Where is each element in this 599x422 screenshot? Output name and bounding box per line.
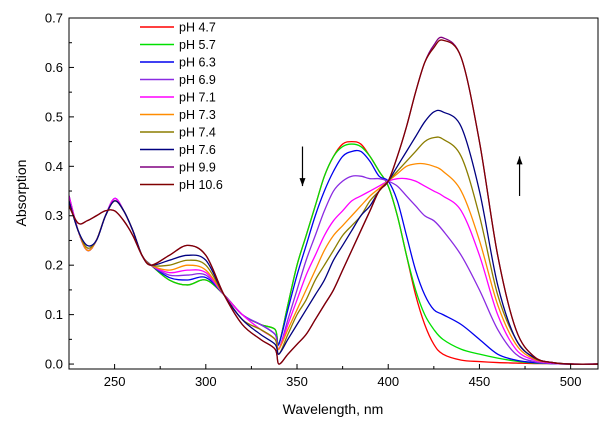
legend-label: pH 9.9	[179, 161, 216, 175]
y-tick-label: 0.6	[45, 60, 63, 75]
x-tick-label: 400	[377, 374, 399, 389]
x-tick-label: 450	[469, 374, 491, 389]
up-arrow-icon	[516, 156, 523, 165]
x-axis-title: Wavelength, nm	[283, 401, 384, 417]
legend-label: pH 10.6	[179, 178, 223, 192]
x-tick-label: 300	[195, 374, 217, 389]
series-line-9	[69, 36, 598, 365]
legend-label: pH 6.3	[179, 56, 216, 70]
legend-label: pH 7.3	[179, 108, 216, 122]
y-tick-label: 0.1	[45, 307, 63, 322]
series-line-3	[69, 149, 598, 365]
x-tick-label: 250	[104, 374, 126, 389]
series-line-8	[69, 109, 598, 365]
y-axis-title: Absorption	[13, 160, 29, 227]
down-arrow-icon	[299, 178, 306, 187]
series-layer	[69, 36, 598, 365]
x-axis: 250 300 350 400 450 500	[68, 364, 582, 389]
series-line-10	[69, 39, 598, 365]
annotations	[299, 146, 523, 196]
y-tick-label: 0.5	[45, 109, 63, 124]
legend-label: pH 4.7	[179, 21, 216, 35]
legend-label: pH 6.9	[179, 73, 216, 87]
y-tick-label: 0.3	[45, 208, 63, 223]
x-tick-label: 350	[286, 374, 308, 389]
series-line-1	[69, 140, 598, 365]
legend-label: pH 5.7	[179, 38, 216, 52]
legend-label: pH 7.6	[179, 143, 216, 157]
plot-frame	[68, 17, 599, 370]
y-tick-label: 0.0	[45, 357, 63, 372]
legend: pH 4.7 pH 5.7 pH 6.3 pH 6.9 pH 7.1 pH 7.3 pH 7…	[140, 21, 223, 192]
legend-label: pH 7.1	[179, 91, 216, 105]
y-tick-label: 0.4	[45, 159, 63, 174]
y-tick-label: 0.7	[45, 11, 63, 26]
legend-label: pH 7.4	[179, 126, 216, 140]
y-tick-label: 0.2	[45, 258, 63, 273]
x-tick-label: 500	[560, 374, 582, 389]
y-axis: 0.0 0.1 0.2 0.3 0.4 0.5 0.6 0.7	[45, 11, 74, 372]
series-line-2	[69, 143, 598, 365]
